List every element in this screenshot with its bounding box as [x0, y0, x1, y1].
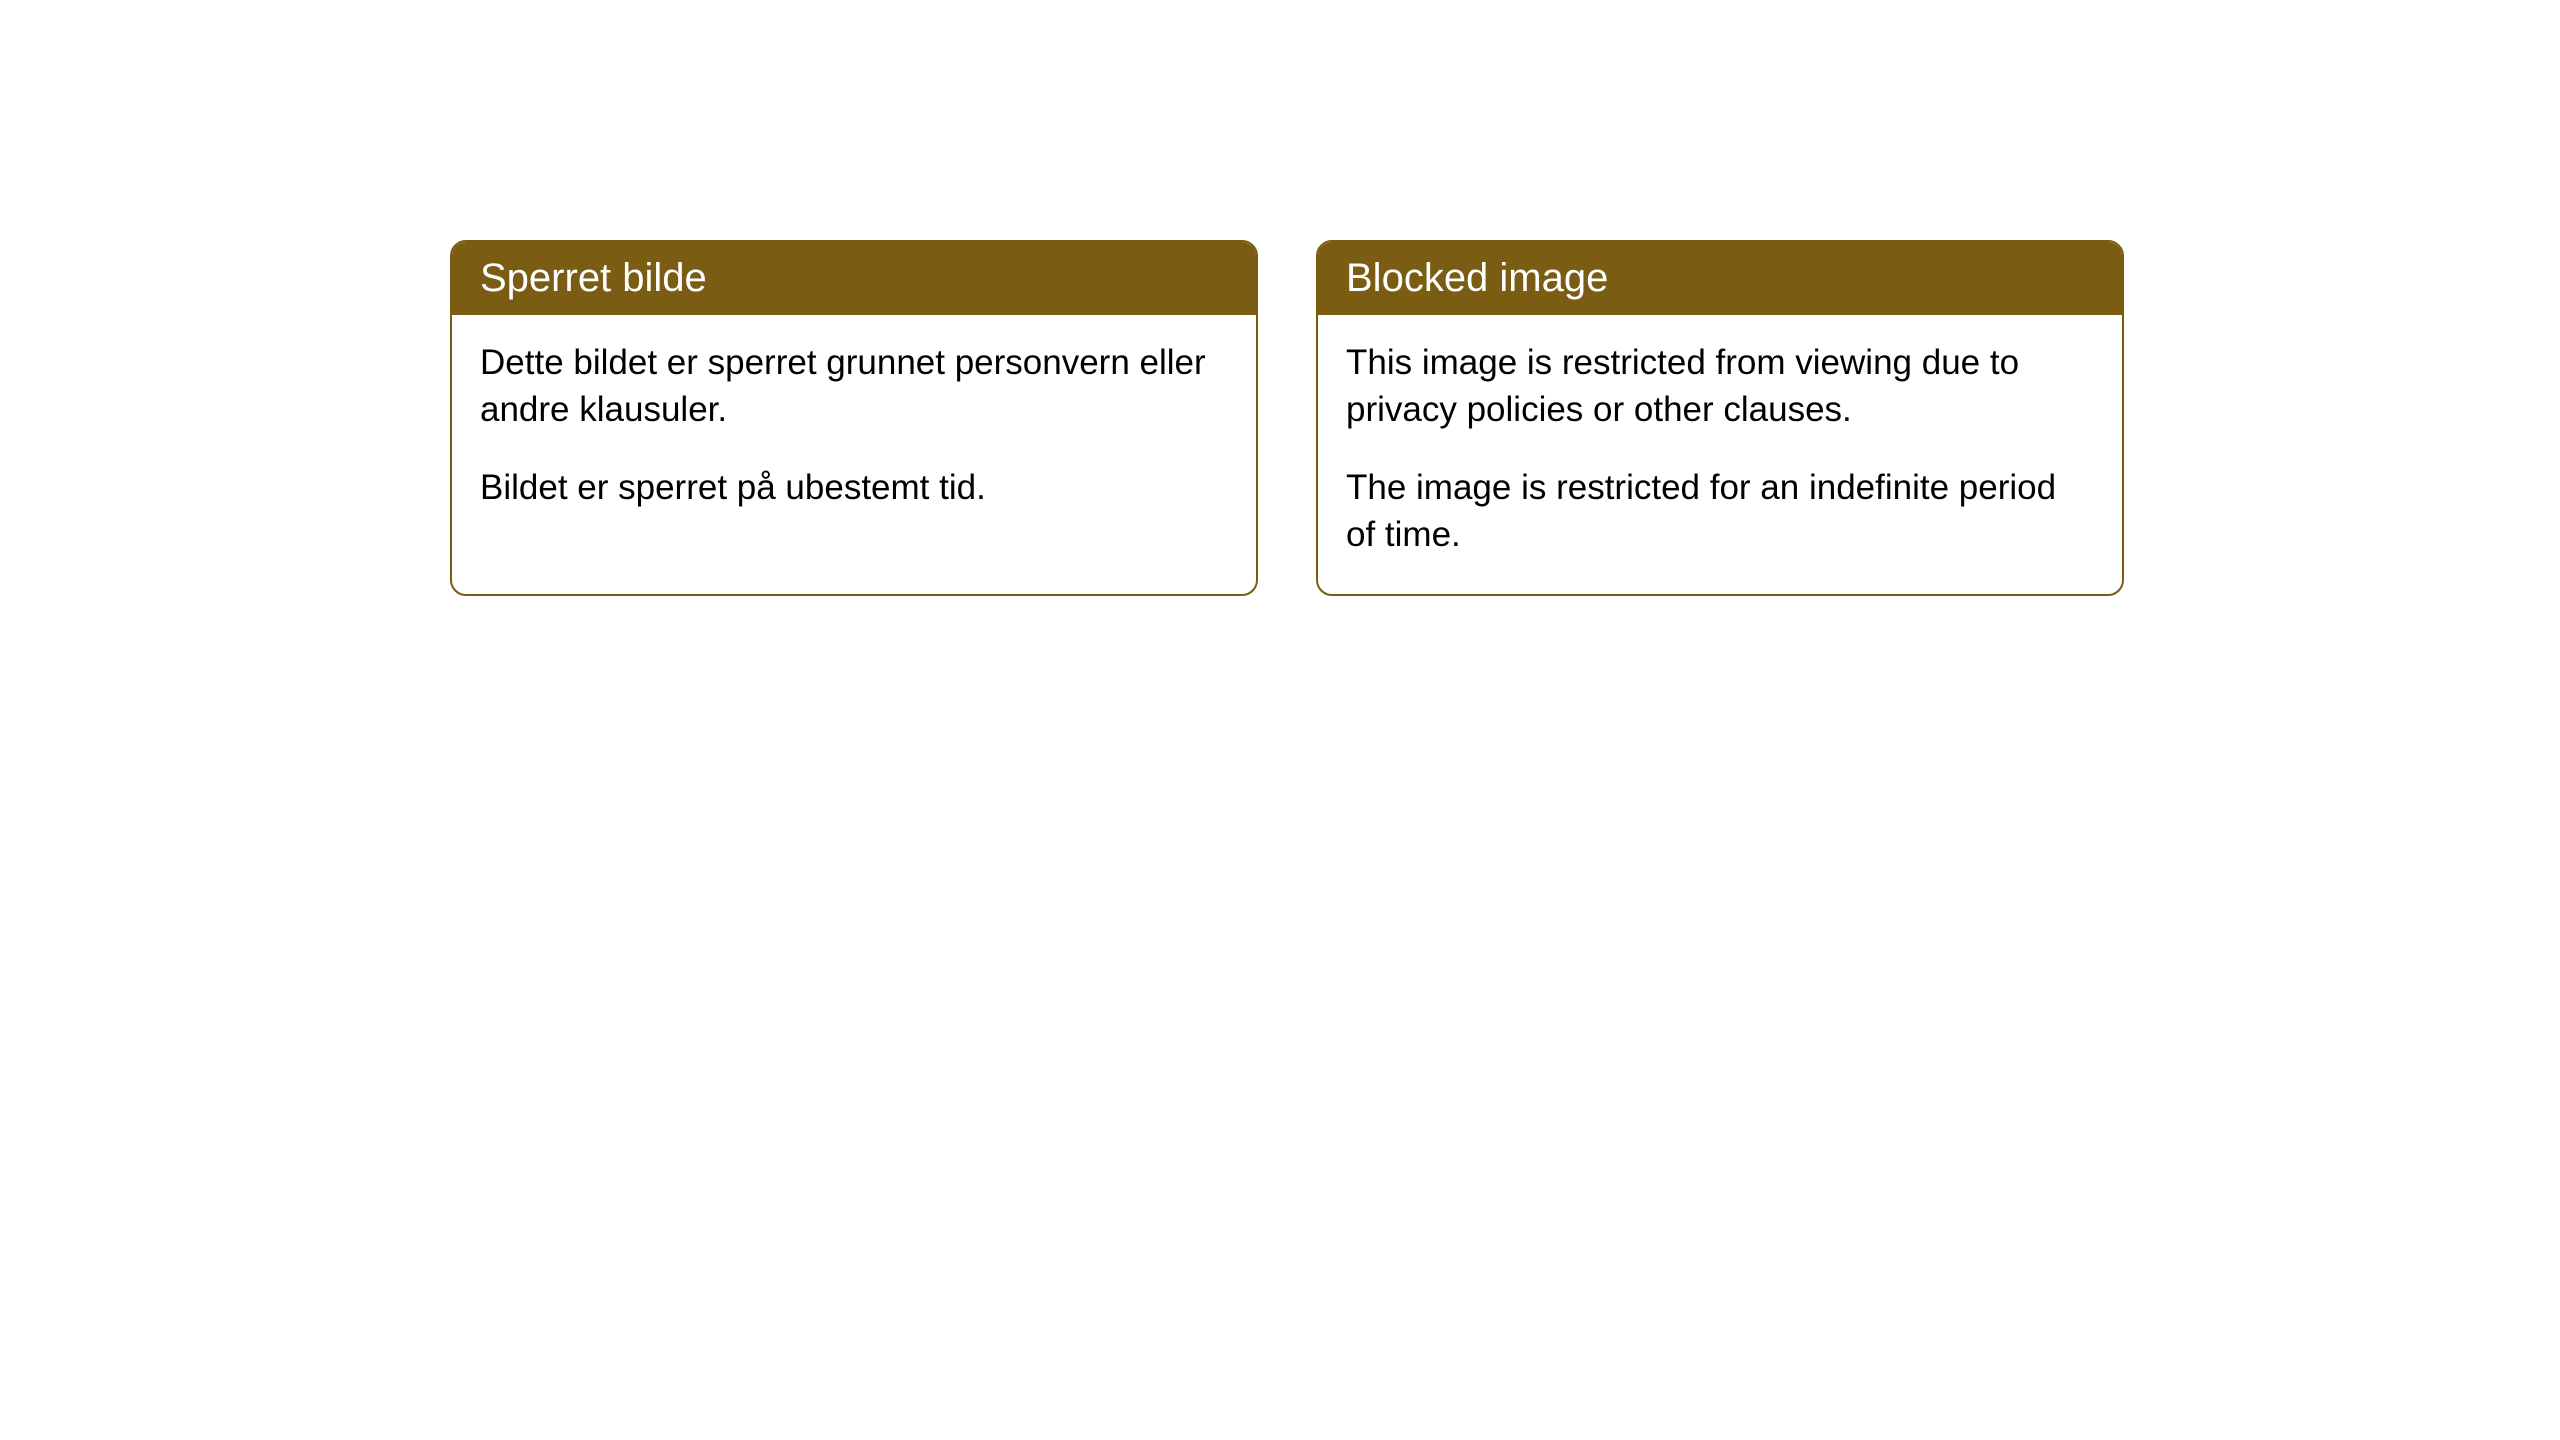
card-norwegian: Sperret bilde Dette bildet er sperret gr… [450, 240, 1258, 596]
card-body: This image is restricted from viewing du… [1318, 315, 2122, 594]
card-english: Blocked image This image is restricted f… [1316, 240, 2124, 596]
card-paragraph: Dette bildet er sperret grunnet personve… [480, 339, 1228, 434]
card-header: Sperret bilde [452, 242, 1256, 315]
card-paragraph: This image is restricted from viewing du… [1346, 339, 2094, 434]
card-paragraph: Bildet er sperret på ubestemt tid. [480, 464, 1228, 511]
card-paragraph: The image is restricted for an indefinit… [1346, 464, 2094, 559]
card-body: Dette bildet er sperret grunnet personve… [452, 315, 1256, 547]
cards-container: Sperret bilde Dette bildet er sperret gr… [450, 240, 2560, 596]
card-header: Blocked image [1318, 242, 2122, 315]
